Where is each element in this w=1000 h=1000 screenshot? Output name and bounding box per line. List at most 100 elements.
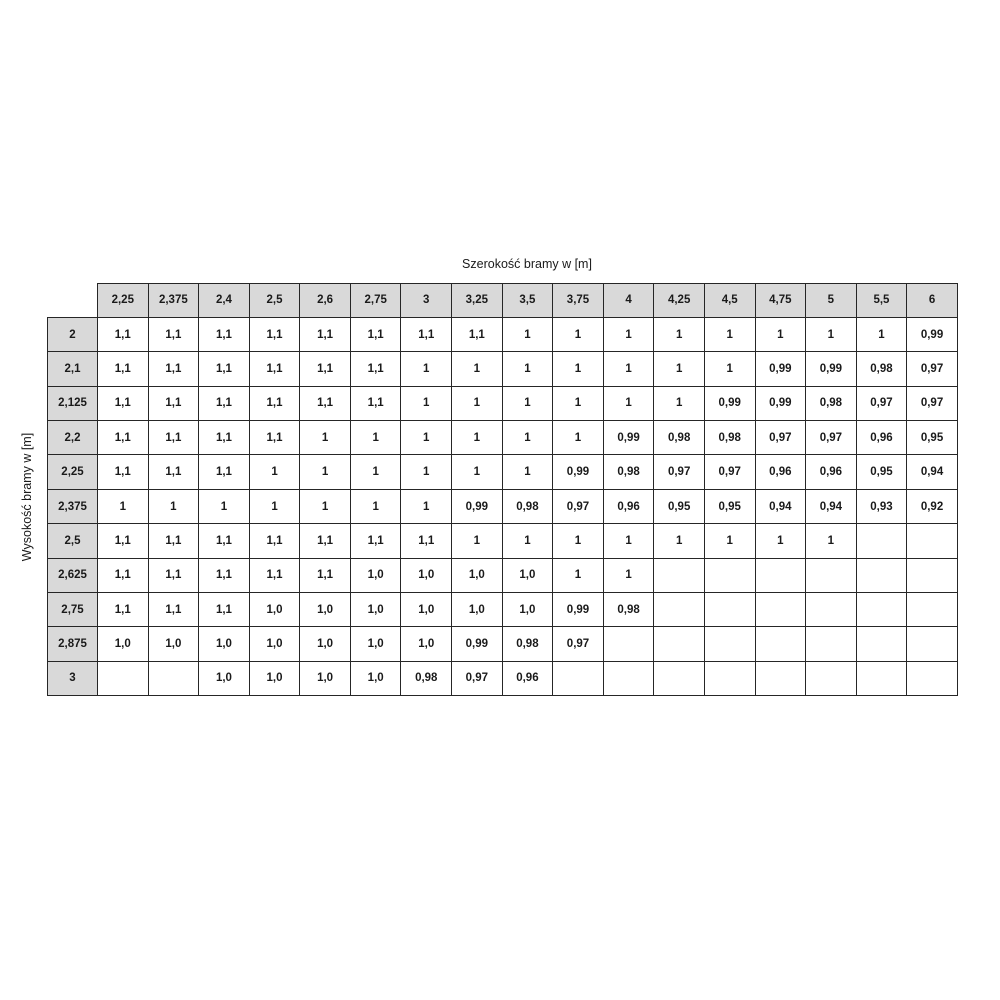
- value-cell: 0,96: [501, 660, 554, 697]
- value-cell: 1: [451, 385, 503, 422]
- height-row-header: 2,1: [47, 351, 98, 387]
- value-cell: 1,1: [248, 351, 301, 387]
- value-cell-empty: [855, 557, 908, 594]
- value-cell: 0,97: [754, 420, 807, 456]
- value-cell: 1: [501, 523, 554, 559]
- value-cell: 1: [198, 488, 250, 525]
- value-cell: 1,1: [147, 592, 200, 628]
- value-cell: 1: [703, 316, 756, 353]
- value-cell: 1,1: [451, 316, 503, 353]
- table-row: 3 1,0 1,0 1,0 1,0 0,98 0,97 0,96: [47, 660, 958, 697]
- value-cell-empty: [147, 660, 200, 697]
- width-col-header: 2,25: [97, 283, 149, 318]
- width-col-header: 3,5: [501, 283, 554, 318]
- width-col-header: 2,6: [299, 283, 351, 318]
- value-cell: 0,93: [855, 488, 908, 525]
- value-cell: 1,0: [299, 660, 351, 697]
- value-cell: 1: [400, 385, 453, 422]
- value-cell: 1,0: [400, 592, 453, 628]
- value-cell: 1,1: [349, 385, 402, 422]
- value-cell: 0,98: [501, 488, 554, 525]
- value-cell: 0,97: [552, 626, 604, 662]
- table-row: 2,5 1,1 1,1 1,1 1,1 1,1 1,1 1,1 1 1 1 1 1 1 1 1: [47, 523, 958, 559]
- value-cell: 1,1: [349, 316, 402, 353]
- value-cell: 0,99: [451, 626, 503, 662]
- height-row-header: 2,25: [47, 454, 98, 490]
- value-cell: 1,1: [97, 420, 149, 456]
- value-cell: 1: [552, 385, 604, 422]
- value-cell: 0,92: [906, 488, 958, 525]
- width-col-header: 4: [602, 283, 655, 318]
- value-cell-empty: [805, 626, 857, 662]
- value-cell-empty: [906, 592, 958, 628]
- height-row-header: 2: [47, 316, 98, 353]
- value-cell: 0,97: [906, 385, 958, 422]
- value-cell: 0,97: [653, 454, 705, 490]
- value-cell: 1: [451, 420, 503, 456]
- value-cell-empty: [906, 557, 958, 594]
- value-cell: 1: [501, 454, 554, 490]
- value-cell: 1,1: [299, 557, 351, 594]
- table-body: 2 1,1 1,1 1,1 1,1 1,1 1,1 1,1 1,1 1 1 1 1 1 1 1 1 0,99 2,1…: [47, 316, 958, 697]
- value-cell: 1,0: [299, 626, 351, 662]
- value-cell: 0,94: [754, 488, 807, 525]
- value-cell: 1,1: [97, 316, 149, 353]
- value-cell: 1: [349, 420, 402, 456]
- value-cell-empty: [805, 660, 857, 697]
- value-cell: 0,99: [906, 316, 958, 353]
- width-col-header: 4,75: [754, 283, 807, 318]
- value-cell: 1,1: [97, 523, 149, 559]
- value-cell: 1,1: [147, 385, 200, 422]
- value-cell: 1,1: [97, 385, 149, 422]
- value-cell-empty: [703, 626, 756, 662]
- height-row-header: 3: [47, 660, 98, 697]
- value-cell: 0,99: [552, 592, 604, 628]
- value-cell: 0,99: [451, 488, 503, 525]
- corner-cell: [48, 284, 98, 318]
- value-cell: 0,97: [451, 660, 503, 697]
- value-cell-empty: [653, 626, 705, 662]
- value-cell: 1,1: [248, 385, 301, 422]
- value-cell-empty: [703, 660, 756, 697]
- value-cell: 0,94: [906, 454, 958, 490]
- value-cell: 1,1: [248, 523, 301, 559]
- value-cell-empty: [97, 660, 149, 697]
- width-col-header: 4,25: [653, 283, 705, 318]
- height-row-header: 2,875: [47, 626, 98, 662]
- value-cell: 1: [248, 454, 301, 490]
- value-cell-empty: [805, 557, 857, 594]
- table-row: 2,1 1,1 1,1 1,1 1,1 1,1 1,1 1 1 1 1 1 1 1 0,99 0,99 0,98…: [47, 351, 958, 387]
- width-col-header: 3: [400, 283, 453, 318]
- value-cell: 1: [552, 351, 604, 387]
- value-cell-empty: [906, 523, 958, 559]
- value-cell: 1: [400, 488, 453, 525]
- value-cell: 0,95: [906, 420, 958, 456]
- value-cell: 0,98: [855, 351, 908, 387]
- value-cell: 1,1: [248, 557, 301, 594]
- value-cell: 1,0: [349, 626, 402, 662]
- value-cell: 0,99: [703, 385, 756, 422]
- width-col-header: 2,4: [198, 283, 250, 318]
- value-cell: 0,96: [855, 420, 908, 456]
- value-cell: 1: [703, 351, 756, 387]
- value-cell: 0,98: [703, 420, 756, 456]
- value-cell: 1,0: [147, 626, 200, 662]
- value-cell: 1: [299, 420, 351, 456]
- value-cell: 0,97: [906, 351, 958, 387]
- value-cell-empty: [805, 592, 857, 628]
- value-cell: 1,1: [248, 316, 301, 353]
- value-cell: 1,0: [349, 557, 402, 594]
- value-cell: 1: [703, 523, 756, 559]
- value-cell: 1: [805, 523, 857, 559]
- value-cell: 1,0: [97, 626, 149, 662]
- value-cell: 1: [552, 557, 604, 594]
- width-col-header: 6: [906, 283, 958, 318]
- value-cell: 1: [653, 523, 705, 559]
- value-cell: 1: [552, 420, 604, 456]
- table-header: 2,25 2,375 2,4 2,5 2,6 2,75 3 3,25 3,5 3,75 4 4,25 4…: [48, 283, 958, 318]
- value-cell: 1: [552, 523, 604, 559]
- value-cell-empty: [855, 660, 908, 697]
- value-cell-empty: [855, 592, 908, 628]
- value-cell: 1,1: [299, 351, 351, 387]
